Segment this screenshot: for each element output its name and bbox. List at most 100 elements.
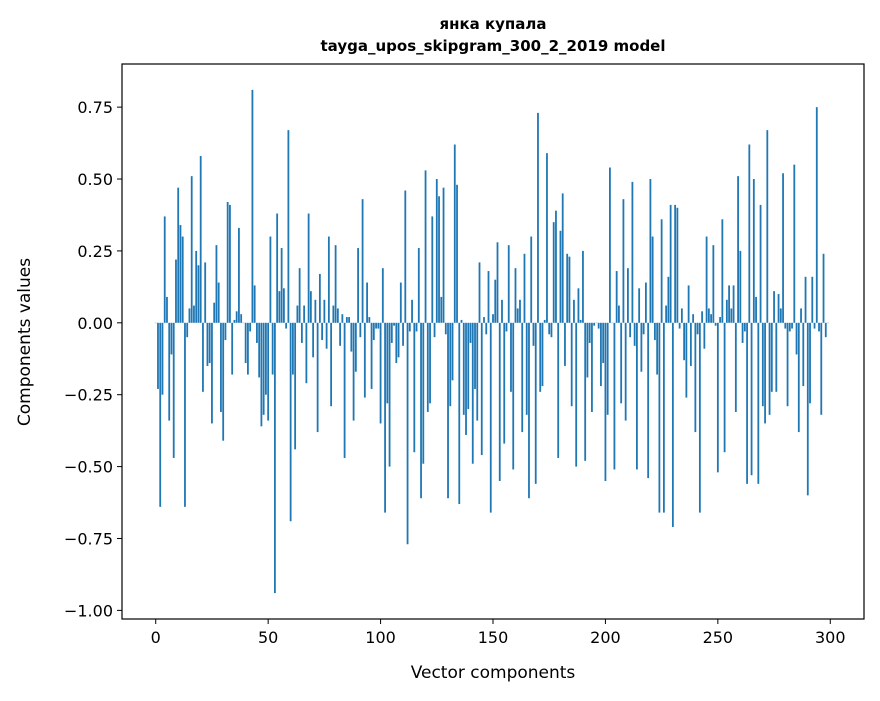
bar — [600, 323, 602, 386]
bar — [773, 291, 775, 323]
bar — [551, 323, 553, 337]
bar — [400, 283, 402, 323]
plot-frame — [122, 64, 864, 619]
bar — [416, 323, 418, 332]
bar — [159, 323, 161, 507]
bar — [730, 308, 732, 322]
bar — [634, 323, 636, 346]
bar — [436, 179, 438, 323]
bar — [364, 323, 366, 398]
bar — [616, 271, 618, 323]
bar — [328, 237, 330, 323]
bar — [697, 323, 699, 335]
bar — [701, 311, 703, 323]
bar — [814, 323, 816, 329]
bar — [321, 323, 323, 340]
bar — [438, 196, 440, 323]
x-tick-label: 0 — [151, 628, 161, 647]
bar — [164, 216, 166, 322]
bar — [175, 260, 177, 323]
bar — [229, 205, 231, 323]
bar — [526, 323, 528, 415]
bar — [560, 231, 562, 323]
bar — [690, 323, 692, 366]
bar — [787, 323, 789, 406]
bar — [778, 294, 780, 323]
bar — [557, 323, 559, 458]
bar — [276, 214, 278, 323]
bar — [802, 323, 804, 386]
bar — [445, 323, 447, 335]
y-tick-label: 0.75 — [77, 98, 113, 117]
bar — [503, 323, 505, 444]
bar — [254, 285, 256, 322]
bar — [362, 199, 364, 323]
bar — [553, 222, 555, 323]
bar — [708, 308, 710, 322]
bar — [699, 323, 701, 513]
bar — [515, 268, 517, 323]
bar — [191, 176, 193, 323]
y-axis-label: Components values — [15, 258, 35, 426]
bar — [339, 323, 341, 346]
bar — [607, 323, 609, 415]
y-tick-label: 0.25 — [77, 242, 113, 261]
bar — [582, 251, 584, 323]
bar — [458, 323, 460, 504]
bar — [721, 219, 723, 323]
bar — [402, 323, 404, 346]
bar — [672, 323, 674, 527]
bar — [256, 323, 258, 343]
bar — [285, 323, 287, 329]
bar — [382, 268, 384, 323]
bar — [485, 323, 487, 335]
bar — [755, 297, 757, 323]
bar — [735, 323, 737, 412]
bar — [533, 323, 535, 346]
bar — [584, 323, 586, 461]
bar — [780, 308, 782, 322]
bar — [357, 248, 359, 323]
bar — [530, 237, 532, 323]
bar — [303, 306, 305, 323]
bar — [681, 308, 683, 322]
bar — [825, 323, 827, 337]
bar — [263, 323, 265, 415]
bar — [409, 323, 411, 332]
bar — [748, 145, 750, 323]
bar — [411, 300, 413, 323]
bar — [811, 277, 813, 323]
bar — [290, 323, 292, 521]
bar — [443, 188, 445, 323]
bar — [238, 228, 240, 323]
bar — [625, 323, 627, 421]
bar — [337, 308, 339, 322]
bar — [454, 145, 456, 323]
bar — [629, 323, 631, 337]
bar — [240, 314, 242, 323]
bar — [283, 288, 285, 323]
x-tick-label: 100 — [365, 628, 396, 647]
bar — [575, 323, 577, 467]
bar — [760, 205, 762, 323]
bar — [422, 323, 424, 464]
bar — [249, 323, 251, 332]
bar — [431, 216, 433, 322]
y-tick-label: −0.25 — [64, 386, 113, 405]
bar — [404, 191, 406, 323]
bar — [798, 323, 800, 432]
bar — [472, 323, 474, 464]
bar — [200, 156, 202, 323]
bar — [793, 165, 795, 323]
bar — [580, 320, 582, 323]
bar — [310, 291, 312, 323]
bar — [418, 248, 420, 323]
bar — [182, 237, 184, 323]
bar — [578, 288, 580, 323]
bar — [195, 251, 197, 323]
bar — [627, 268, 629, 323]
bar — [488, 271, 490, 323]
bar — [407, 323, 409, 544]
